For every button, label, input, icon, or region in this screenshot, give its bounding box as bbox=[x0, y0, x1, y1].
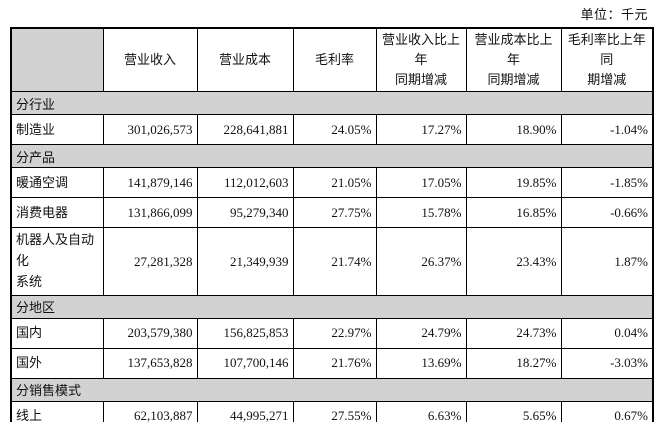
value-cell: 15.78% bbox=[375, 197, 467, 229]
section-row: 分产品 bbox=[10, 144, 654, 169]
table-row: 消费电器 131,866,099 95,279,340 27.75% 15.78% 16.… bbox=[10, 197, 654, 229]
value-cell: 141,879,146 bbox=[102, 167, 198, 199]
value-cell: 21.76% bbox=[292, 347, 377, 379]
value-cell: 18.90% bbox=[465, 114, 562, 146]
column-header: 营业收入比上年 同期增减 bbox=[375, 27, 467, 93]
row-label: 线上 bbox=[10, 400, 104, 422]
table-row: 国外 137,653,828 107,700,146 21.76% 13.69% 18.2… bbox=[10, 347, 654, 379]
value-cell: 13.69% bbox=[375, 347, 467, 379]
section-header: 分行业 bbox=[10, 91, 654, 116]
value-cell: 62,103,887 bbox=[102, 400, 198, 422]
value-cell: 107,700,146 bbox=[196, 347, 294, 379]
header-row: 营业收入 营业成本 毛利率 营业收入比上年 同期增减 营业成本比上年 同期增减 毛利率比上… bbox=[10, 27, 654, 93]
value-cell: 21.74% bbox=[292, 227, 377, 296]
section-header: 分地区 bbox=[10, 294, 654, 319]
column-header: 毛利率 bbox=[292, 27, 377, 93]
value-cell: 203,579,380 bbox=[102, 317, 198, 349]
value-cell: 0.04% bbox=[560, 317, 654, 349]
value-cell: 19.85% bbox=[465, 167, 562, 199]
value-cell: 1.87% bbox=[560, 227, 654, 296]
value-cell: 23.43% bbox=[465, 227, 562, 296]
section-row: 分行业 bbox=[10, 91, 654, 116]
row-label: 暖通空调 bbox=[10, 167, 104, 199]
column-header: 营业成本比上年 同期增减 bbox=[465, 27, 562, 93]
table-row: 线上 62,103,887 44,995,271 27.55% 6.63% 5.65% 0.… bbox=[10, 400, 654, 422]
value-cell: 17.27% bbox=[375, 114, 467, 146]
value-cell: 95,279,340 bbox=[196, 197, 294, 229]
section-header: 分产品 bbox=[10, 144, 654, 169]
value-cell: 0.67% bbox=[560, 400, 654, 422]
value-cell: 137,653,828 bbox=[102, 347, 198, 379]
row-label: 机器人及自动化 系统 bbox=[10, 227, 104, 296]
section-row: 分销售模式 bbox=[10, 377, 654, 402]
value-cell: 21.05% bbox=[292, 167, 377, 199]
value-cell: 26.37% bbox=[375, 227, 467, 296]
column-header: 营业成本 bbox=[196, 27, 294, 93]
value-cell: 131,866,099 bbox=[102, 197, 198, 229]
column-header: 毛利率比上年同 期增减 bbox=[560, 27, 654, 93]
section-header: 分销售模式 bbox=[10, 377, 654, 402]
table-row: 机器人及自动化 系统 27,281,328 21,349,939 21.74% 26.3… bbox=[10, 227, 654, 296]
value-cell: 27.75% bbox=[292, 197, 377, 229]
value-cell: 18.27% bbox=[465, 347, 562, 379]
table-row: 制造业 301,026,573 228,641,881 24.05% 17.27% 18.… bbox=[10, 114, 654, 146]
value-cell: 228,641,881 bbox=[196, 114, 294, 146]
table-row: 暖通空调 141,879,146 112,012,603 21.05% 17.05% 19… bbox=[10, 167, 654, 199]
row-label: 国内 bbox=[10, 317, 104, 349]
row-label: 消费电器 bbox=[10, 197, 104, 229]
value-cell: 301,026,573 bbox=[102, 114, 198, 146]
unit-label: 单位：千元 bbox=[580, 7, 648, 22]
table-row: 国内 203,579,380 156,825,853 22.97% 24.79% 24.7… bbox=[10, 317, 654, 349]
value-cell: 27,281,328 bbox=[102, 227, 198, 296]
value-cell: 27.55% bbox=[292, 400, 377, 422]
value-cell: 5.65% bbox=[465, 400, 562, 422]
table-body: 分行业 制造业 301,026,573 228,641,881 24.05% 17.27%… bbox=[10, 91, 654, 422]
value-cell: 24.73% bbox=[465, 317, 562, 349]
value-cell: -1.85% bbox=[560, 167, 654, 199]
value-cell: 17.05% bbox=[375, 167, 467, 199]
value-cell: 24.79% bbox=[375, 317, 467, 349]
section-row: 分地区 bbox=[10, 294, 654, 319]
breakdown-table: 营业收入 营业成本 毛利率 营业收入比上年 同期增减 营业成本比上年 同期增减 毛利率比上… bbox=[10, 27, 654, 422]
table-header: 营业收入 营业成本 毛利率 营业收入比上年 同期增减 营业成本比上年 同期增减 毛利率比上… bbox=[10, 27, 654, 93]
value-cell: 6.63% bbox=[375, 400, 467, 422]
value-cell: 16.85% bbox=[465, 197, 562, 229]
value-cell: -3.03% bbox=[560, 347, 654, 379]
value-cell: -1.04% bbox=[560, 114, 654, 146]
value-cell: 22.97% bbox=[292, 317, 377, 349]
value-cell: 156,825,853 bbox=[196, 317, 294, 349]
row-label: 国外 bbox=[10, 347, 104, 379]
value-cell: -0.66% bbox=[560, 197, 654, 229]
column-header: 营业收入 bbox=[102, 27, 198, 93]
value-cell: 44,995,271 bbox=[196, 400, 294, 422]
corner-cell bbox=[10, 27, 104, 93]
value-cell: 112,012,603 bbox=[196, 167, 294, 199]
value-cell: 21,349,939 bbox=[196, 227, 294, 296]
value-cell: 24.05% bbox=[292, 114, 377, 146]
row-label: 制造业 bbox=[10, 114, 104, 146]
